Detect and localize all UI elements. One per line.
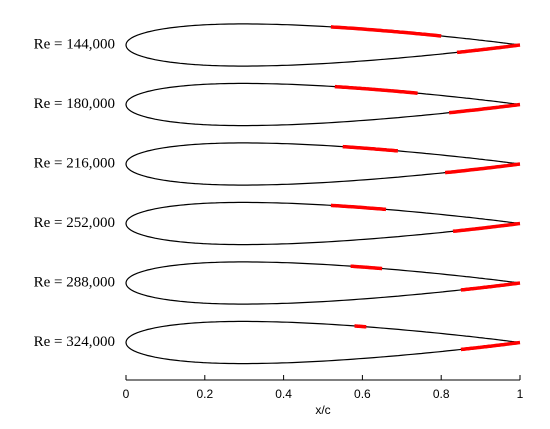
airfoil-outline bbox=[125, 201, 520, 246]
lower-separation bbox=[460, 340, 521, 352]
upper-separation bbox=[354, 324, 367, 329]
airfoil-outline bbox=[125, 261, 520, 305]
lower-separation bbox=[460, 281, 521, 292]
x-tick-label: 0.4 bbox=[275, 387, 292, 401]
upper-separation bbox=[334, 84, 418, 95]
x-tick-label: 0.2 bbox=[196, 387, 213, 401]
lower-separation bbox=[448, 102, 521, 115]
upper-separation bbox=[330, 25, 442, 38]
upper-separation bbox=[350, 264, 383, 271]
airfoil-outline bbox=[125, 320, 520, 365]
x-tick-label: 0.8 bbox=[433, 387, 450, 401]
x-tick-label: 1 bbox=[517, 387, 524, 401]
airfoil-outline bbox=[125, 82, 520, 127]
lower-separation bbox=[444, 162, 521, 175]
series-label: Re = 216,000 bbox=[34, 155, 115, 171]
x-axis-label: x/c bbox=[315, 403, 330, 417]
series-label: Re = 288,000 bbox=[34, 274, 115, 290]
airfoil-outline bbox=[125, 142, 520, 186]
lower-separation bbox=[452, 221, 521, 234]
series-label: Re = 144,000 bbox=[34, 36, 115, 52]
upper-separation bbox=[330, 203, 387, 212]
x-tick-label: 0 bbox=[123, 387, 130, 401]
series-label: Re = 252,000 bbox=[34, 215, 115, 231]
x-tick-label: 0.6 bbox=[354, 387, 371, 401]
lower-separation bbox=[456, 43, 521, 55]
airfoil-outline bbox=[125, 23, 520, 67]
series-label: Re = 324,000 bbox=[34, 334, 115, 350]
series-label: Re = 180,000 bbox=[34, 96, 115, 112]
upper-separation bbox=[342, 144, 399, 153]
